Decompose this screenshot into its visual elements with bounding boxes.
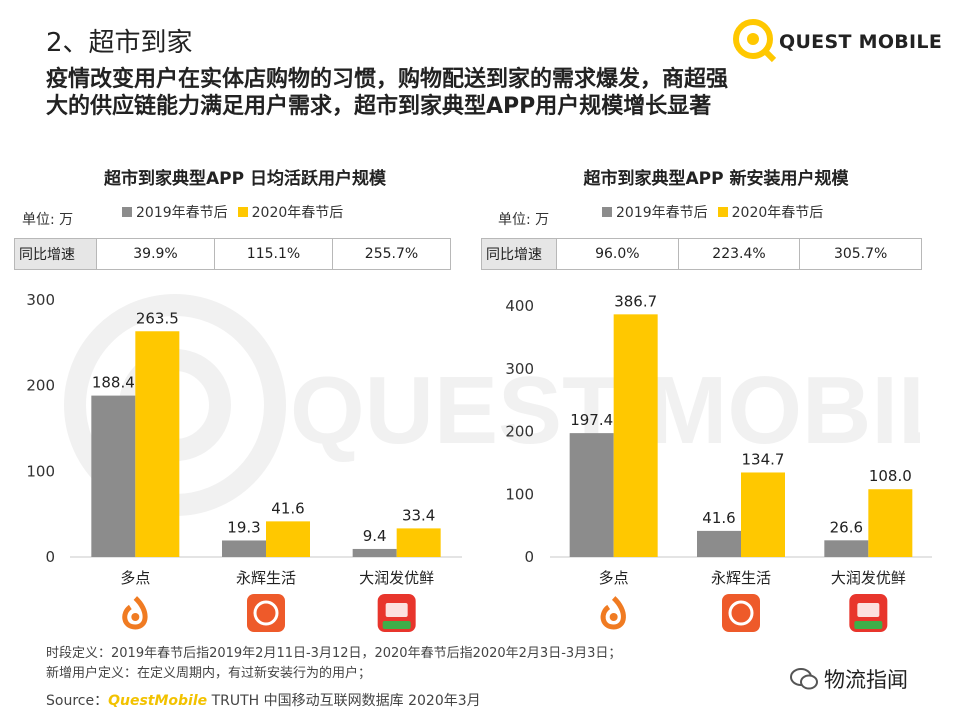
rt-mart-icon-label: [385, 603, 408, 617]
yoy-table-new-installs: 同比增速 96.0% 223.4% 305.7%: [481, 238, 922, 270]
y-tick-label: 200: [26, 377, 55, 395]
section-title: 2、超市到家: [46, 28, 193, 58]
x-tick-label: 多点: [120, 569, 150, 587]
footer-note-period: 时段定义：2019年春节后指2019年2月11日-3月12日，2020年春节后指…: [46, 646, 622, 661]
y-tick-label: 100: [26, 462, 55, 480]
bar-2019: [91, 395, 136, 557]
data-label: 263.5: [136, 309, 179, 327]
bar-2020: [396, 528, 441, 557]
yonghui-icon-ring: [728, 600, 754, 626]
bar-2020: [741, 472, 785, 557]
x-tick-label: 永辉生活: [236, 569, 296, 587]
bar-2019: [824, 540, 869, 557]
yoy-value: 305.7%: [799, 238, 922, 270]
footer-note-definition: 新增用户定义：在定义周期内，有过新安装行为的用户；: [46, 666, 372, 681]
bar-2020: [613, 314, 658, 557]
legend-new-installs: 2019年春节后 2020年春节后: [602, 202, 823, 222]
rt-mart-icon-band: [854, 621, 883, 629]
source-line: Source：QuestMobile TRUTH 中国移动互联网数据库 2020…: [46, 693, 481, 709]
legend-item-2020: 2020年春节后: [717, 202, 823, 222]
yoy-value: 39.9%: [96, 238, 215, 270]
headline: 疫情改变用户在实体店购物的习惯，购物配送到家的需求爆发，商超强大的供应链能力满足…: [46, 67, 729, 119]
y-tick-label: 0: [45, 548, 55, 566]
yonghui-icon: [722, 594, 760, 632]
data-label: 26.6: [830, 518, 863, 536]
legend-item-2019: 2019年春节后: [122, 202, 228, 222]
chart-title-new-installs: 超市到家典型APP 新安装用户规模: [583, 169, 849, 189]
dmall-icon-dot: [131, 613, 140, 621]
unit-label-new-installs: 单位: 万: [498, 212, 550, 228]
yonghui-icon-bg: [247, 594, 285, 632]
rt-mart-icon: [849, 594, 888, 632]
source-brand: QuestMobile: [108, 693, 208, 709]
bar-2019: [569, 433, 614, 557]
y-tick-label: 100: [505, 485, 534, 503]
rt-mart-icon-band: [382, 621, 411, 629]
x-tick-label: 大润发优鲜: [359, 569, 434, 587]
yonghui-icon-ring: [253, 600, 279, 626]
y-tick-label: 400: [505, 297, 534, 315]
y-tick-label: 0: [524, 548, 534, 566]
bar-2019: [352, 548, 397, 557]
yonghui-icon-bg: [722, 594, 760, 632]
y-tick-label: 300: [505, 360, 534, 378]
yoy-value: 96.0%: [556, 238, 679, 270]
x-tick-label: 大润发优鲜: [831, 569, 906, 587]
unit-label-dau: 单位: 万: [22, 212, 74, 228]
rt-mart-icon: [377, 594, 416, 632]
yoy-value: 255.7%: [332, 238, 451, 270]
wechat-account: 物流指闻: [790, 664, 908, 694]
bar-2020: [266, 521, 310, 557]
dmall-icon: [600, 596, 626, 630]
data-label: 386.7: [614, 292, 657, 310]
bar-2019: [222, 540, 266, 557]
dmall-icon-shape: [122, 596, 148, 630]
data-label: 33.4: [402, 506, 435, 524]
dmall-icon: [122, 596, 148, 630]
data-label: 134.7: [742, 450, 785, 468]
bar-2019: [697, 530, 741, 557]
quest-mobile-logo: [733, 19, 777, 63]
data-label: 197.4: [570, 411, 613, 429]
data-label: 41.6: [702, 509, 735, 527]
legend-dau: 2019年春节后 2020年春节后: [122, 202, 343, 222]
logo-text: QUEST MOBILE: [779, 31, 943, 53]
data-label: 41.6: [271, 499, 304, 517]
yoy-value: 115.1%: [214, 238, 333, 270]
y-tick-label: 300: [26, 291, 55, 309]
yoy-label: 同比增速: [14, 238, 97, 270]
legend-item-2020: 2020年春节后: [237, 202, 343, 222]
data-label: 188.4: [92, 374, 135, 392]
yonghui-icon: [247, 594, 285, 632]
yoy-value: 223.4%: [677, 238, 801, 270]
yoy-label: 同比增速: [481, 238, 557, 270]
dmall-icon-shape: [600, 596, 626, 630]
bar-2020: [135, 331, 180, 557]
legend-item-2019: 2019年春节后: [602, 202, 708, 222]
chart-title-dau: 超市到家典型APP 日均活跃用户规模: [104, 169, 386, 189]
data-label: 108.0: [869, 467, 912, 485]
data-label: 19.3: [227, 518, 260, 536]
x-tick-label: 永辉生活: [711, 569, 771, 587]
data-label: 9.4: [363, 527, 387, 545]
wechat-icon: [790, 668, 818, 690]
dmall-icon-dot: [609, 613, 618, 621]
chart-new-installs: 0 100 200 300 400 197.4 386.7 多点 41.6 134.7 永辉生活 26…: [505, 292, 932, 632]
chart-dau: 0 100 200 300 188.4 263.5 多点 19.3 41.6 永辉生活 9.4 33.…: [26, 291, 462, 632]
yoy-table-dau: 同比增速 39.9% 115.1% 255.7%: [14, 238, 451, 270]
rt-mart-icon-label: [857, 603, 880, 617]
bar-2020: [868, 489, 913, 557]
y-tick-label: 200: [505, 423, 534, 441]
x-tick-label: 多点: [599, 569, 629, 587]
